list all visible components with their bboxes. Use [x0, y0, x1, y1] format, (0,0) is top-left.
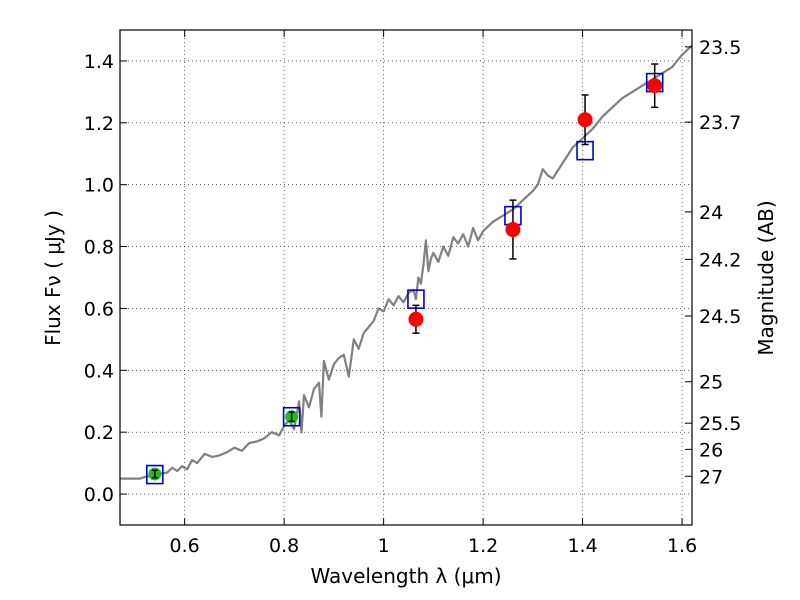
mag-tick-label: 25.5 [699, 413, 741, 435]
grid-lines [120, 30, 692, 525]
measured-flux-point [647, 78, 663, 94]
plot-frame [119, 29, 693, 526]
y-axis-right-title: Magnitude (AB) [754, 200, 778, 355]
x-tick-label: 0.8 [269, 535, 299, 557]
mag-tick-label: 24.5 [699, 306, 741, 328]
x-tick-label: 0.6 [170, 535, 200, 557]
measured-flux-point [505, 222, 521, 238]
synthetic-photometry-square [282, 406, 301, 427]
y-axis-title: Flux Fν ( μJy ) [41, 210, 65, 346]
ticks: 0.6 0.8 1 1.2 1.4 1.6 0.0 0.2 0.4 0.6 0.8 1.0 1.2 1.4… [84, 30, 741, 557]
y-tick-label: 1.0 [84, 175, 114, 197]
x-axis-title: Wavelength λ (μm) [310, 564, 501, 588]
x-tick-label: 1.6 [667, 535, 697, 557]
mag-tick-label: 25 [699, 372, 723, 394]
y-tick-label: 1.2 [84, 113, 114, 135]
x-tick-label: 1.4 [567, 535, 597, 557]
mag-tick-label: 24.2 [699, 249, 741, 271]
model-spectrum-line [120, 44, 693, 480]
measured-flux-point [408, 311, 424, 327]
x-tick-label: 1 [378, 535, 390, 557]
y-tick-label: 0.6 [84, 298, 114, 320]
x-tick-label: 1.2 [468, 535, 498, 557]
y-tick-label: 1.4 [84, 51, 114, 73]
synthetic-photometry-square [146, 464, 164, 485]
y-tick-label: 0.8 [84, 237, 114, 259]
mag-tick-label: 23.7 [699, 112, 741, 134]
y-tick-label: 0.2 [84, 422, 114, 444]
mag-tick-label: 27 [699, 466, 723, 488]
mag-tick-label: 26 [699, 439, 723, 461]
measured-flux-point [577, 112, 593, 128]
y-tick-label: 0.0 [84, 484, 114, 506]
y-tick-label: 0.4 [84, 360, 114, 382]
mag-tick-label: 23.5 [699, 37, 741, 59]
mag-tick-label: 24 [699, 202, 723, 224]
data-layer [120, 44, 693, 485]
